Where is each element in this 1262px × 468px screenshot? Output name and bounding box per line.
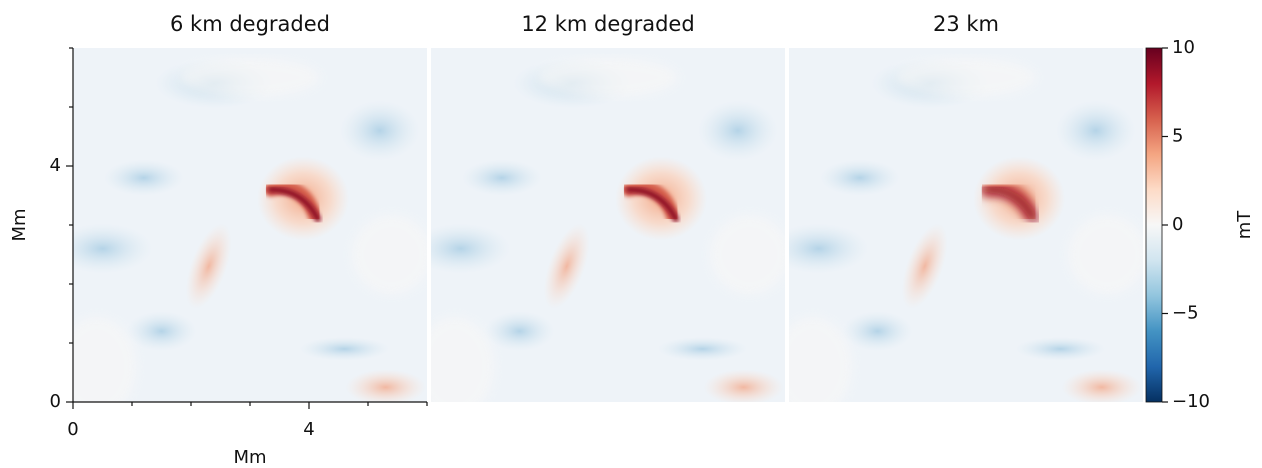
- blue-region: [73, 223, 153, 274]
- light-region: [180, 57, 320, 98]
- red-region: [1061, 369, 1142, 402]
- x-tick-label: 4: [303, 419, 314, 440]
- blue-region: [789, 223, 869, 274]
- x-tick-label: 0: [67, 419, 78, 440]
- colorbar-tick-label: 0: [1172, 214, 1183, 235]
- panel-title: 6 km degraded: [170, 12, 330, 36]
- blue-region: [842, 311, 913, 352]
- blue-region: [339, 100, 420, 161]
- blue-region: [103, 159, 184, 196]
- field-map: [789, 48, 1143, 402]
- y-axis-label: Mm: [9, 208, 30, 241]
- colorbar-tick-label: 10: [1172, 37, 1195, 58]
- light-region: [431, 316, 495, 402]
- blue-region: [431, 223, 511, 274]
- red-region: [703, 369, 784, 402]
- concentration-core: [982, 185, 1038, 224]
- panel-title: 23 km: [933, 12, 999, 36]
- y-tick-label: 4: [50, 155, 61, 176]
- colorbar-tick-label: −5: [1172, 303, 1199, 324]
- y-tick-label: 0: [50, 391, 61, 412]
- concentration-core: [267, 186, 321, 223]
- light-region: [538, 57, 678, 98]
- field-map: [73, 48, 427, 402]
- light-region: [709, 214, 785, 295]
- light-region: [896, 57, 1036, 98]
- panel-title: 12 km degraded: [521, 12, 694, 36]
- red-region: [901, 223, 948, 310]
- blue-region: [657, 336, 748, 361]
- blue-region: [126, 311, 197, 352]
- blue-region: [461, 159, 542, 196]
- red-region: [185, 223, 232, 310]
- blue-region: [299, 336, 390, 361]
- colorbar: [1145, 47, 1163, 403]
- light-region: [73, 316, 137, 402]
- blue-region: [1015, 336, 1106, 361]
- field-map: [431, 48, 785, 402]
- light-region: [351, 214, 427, 295]
- blue-region: [819, 159, 900, 196]
- red-region: [543, 223, 590, 310]
- blue-region: [484, 311, 555, 352]
- blue-region: [1055, 100, 1136, 161]
- light-region: [789, 316, 853, 402]
- blue-region: [697, 100, 778, 161]
- light-region: [1067, 214, 1143, 295]
- colorbar-tick-label: −10: [1172, 391, 1210, 412]
- colorbar-tick-label: 5: [1172, 126, 1183, 147]
- x-axis-label: Mm: [233, 447, 266, 468]
- concentration-core: [625, 186, 679, 223]
- colorbar-label: mT: [1234, 210, 1255, 240]
- red-region: [345, 369, 426, 402]
